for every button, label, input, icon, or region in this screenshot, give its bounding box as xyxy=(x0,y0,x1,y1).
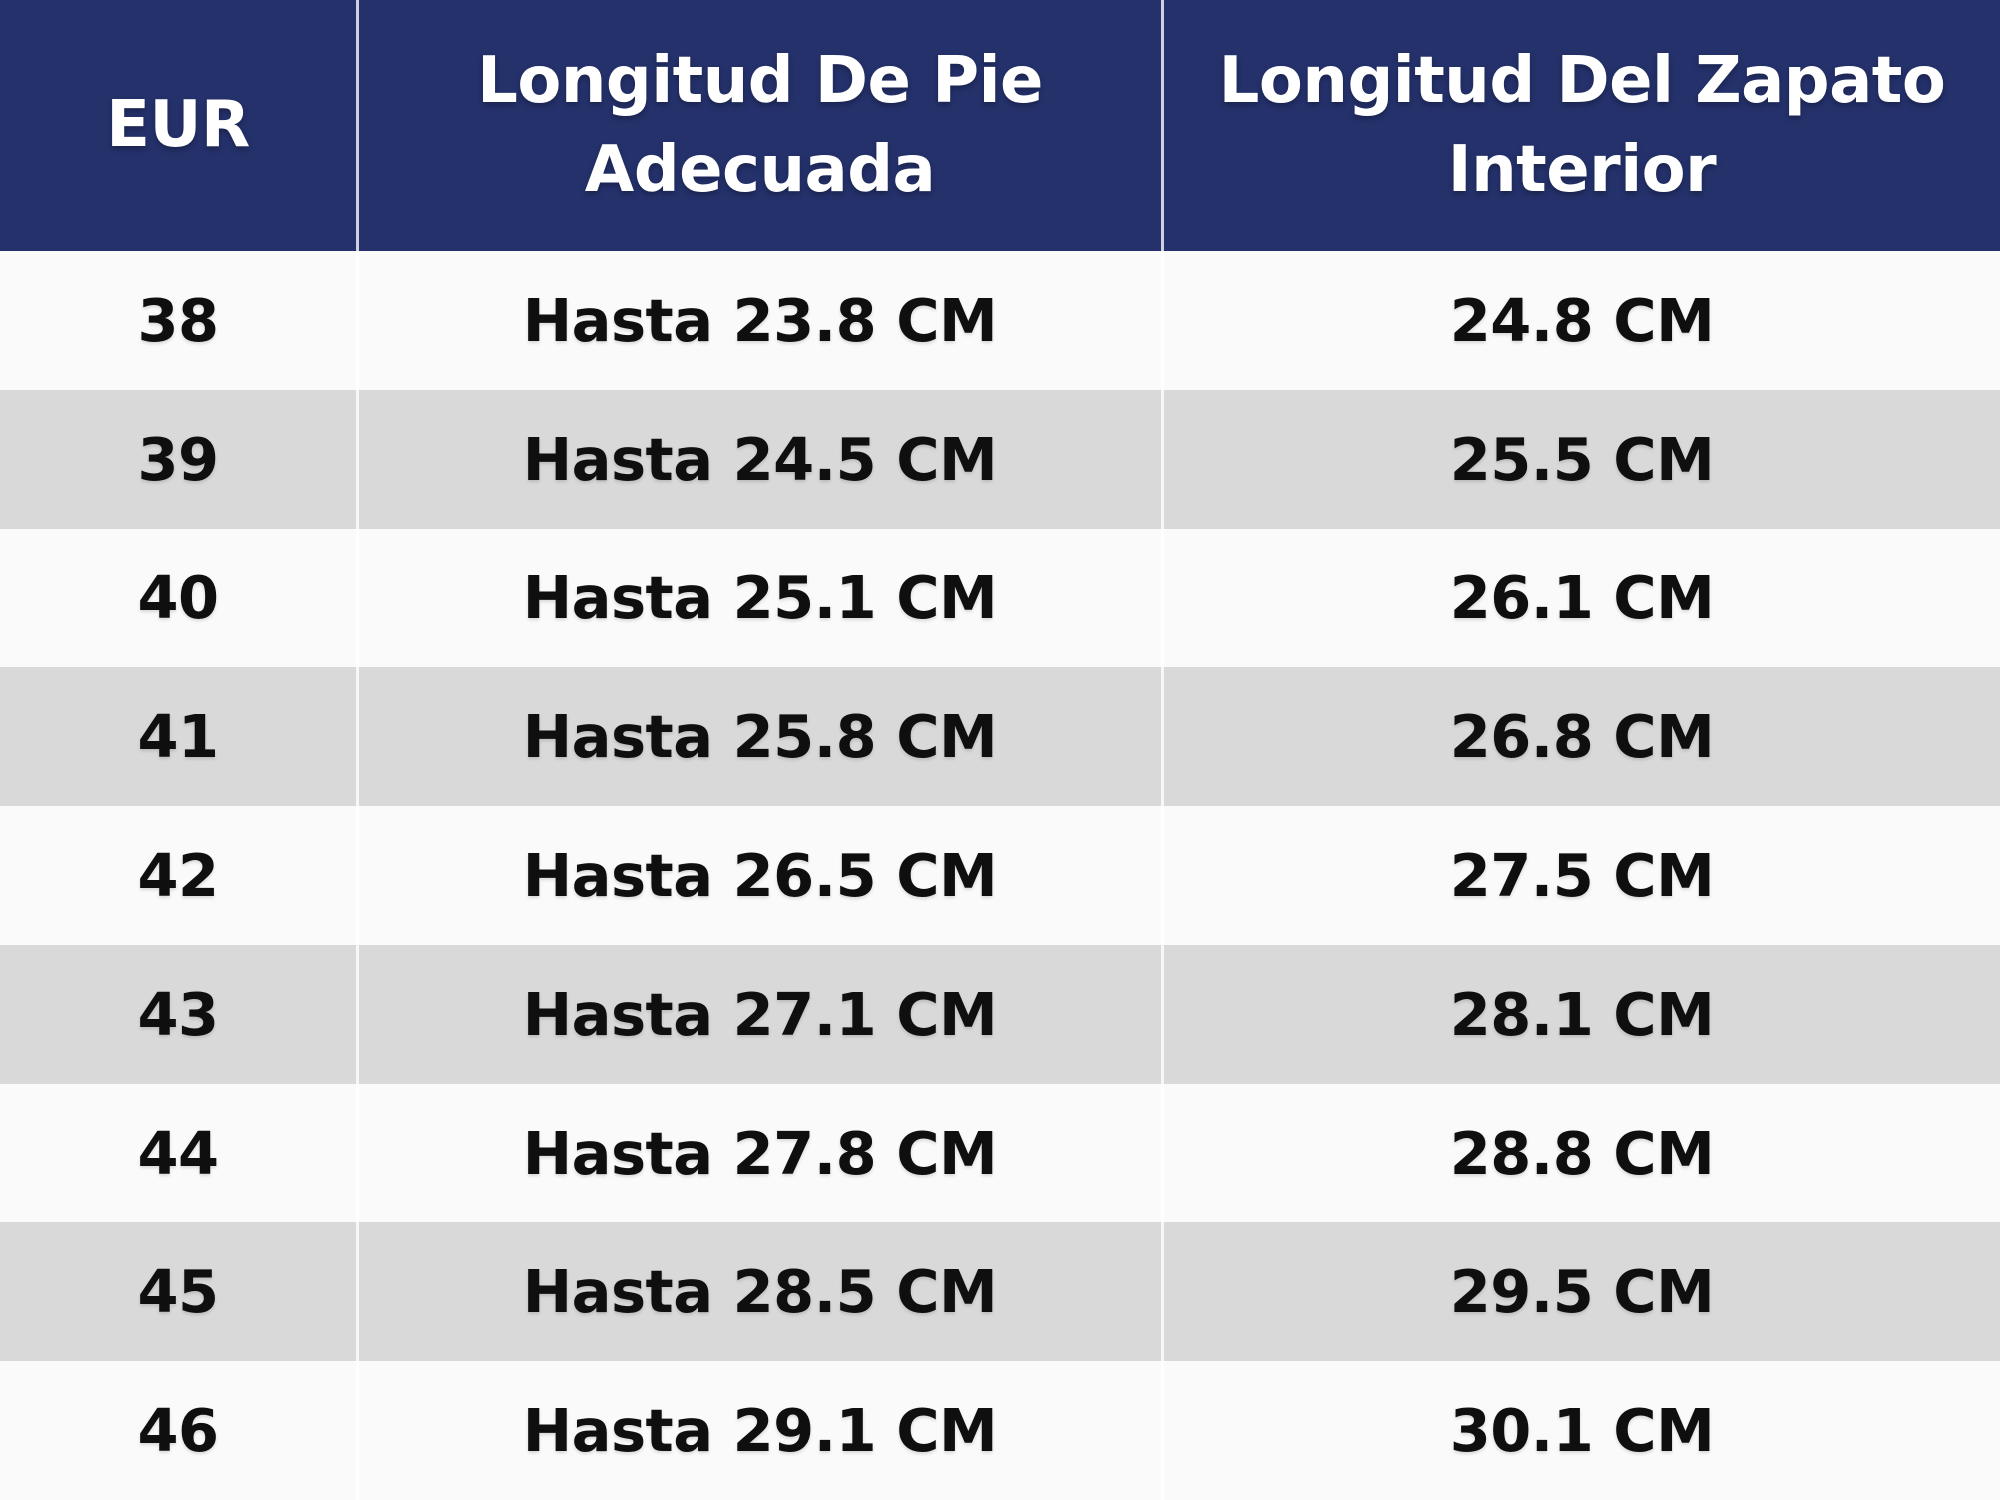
cell-foot-length-41: Hasta 25.8 CM xyxy=(356,667,1161,807)
cell-eur-38: 38 xyxy=(0,251,356,390)
cell-foot-length-38: Hasta 23.8 CM xyxy=(356,251,1161,390)
cell-inner-length-46: 30.1 CM xyxy=(1161,1361,2000,1500)
cell-eur-42: 42 xyxy=(0,806,356,945)
cell-eur-45: 45 xyxy=(0,1222,356,1362)
cell-eur-44: 44 xyxy=(0,1083,356,1223)
column-header-foot-length: Longitud De Pie Adecuada xyxy=(356,0,1161,251)
cell-eur-43: 43 xyxy=(0,944,356,1084)
column-header-inner-shoe-length: Longitud Del Zapato Interior xyxy=(1161,0,2000,251)
cell-foot-length-40: Hasta 25.1 CM xyxy=(356,528,1161,668)
cell-inner-length-40: 26.1 CM xyxy=(1161,528,2000,668)
cell-foot-length-46: Hasta 29.1 CM xyxy=(356,1361,1161,1500)
cell-eur-41: 41 xyxy=(0,667,356,807)
cell-inner-length-44: 28.8 CM xyxy=(1161,1083,2000,1223)
cell-foot-length-45: Hasta 28.5 CM xyxy=(356,1222,1161,1362)
cell-inner-length-45: 29.5 CM xyxy=(1161,1222,2000,1362)
cell-eur-39: 39 xyxy=(0,389,356,529)
cell-inner-length-38: 24.8 CM xyxy=(1161,251,2000,390)
cell-foot-length-43: Hasta 27.1 CM xyxy=(356,944,1161,1084)
column-header-eur: EUR xyxy=(0,0,356,251)
cell-eur-46: 46 xyxy=(0,1361,356,1500)
cell-inner-length-39: 25.5 CM xyxy=(1161,389,2000,529)
cell-eur-40: 40 xyxy=(0,528,356,668)
cell-inner-length-41: 26.8 CM xyxy=(1161,667,2000,807)
cell-inner-length-43: 28.1 CM xyxy=(1161,944,2000,1084)
cell-inner-length-42: 27.5 CM xyxy=(1161,806,2000,945)
cell-foot-length-39: Hasta 24.5 CM xyxy=(356,389,1161,529)
cell-foot-length-44: Hasta 27.8 CM xyxy=(356,1083,1161,1223)
cell-foot-length-42: Hasta 26.5 CM xyxy=(356,806,1161,945)
